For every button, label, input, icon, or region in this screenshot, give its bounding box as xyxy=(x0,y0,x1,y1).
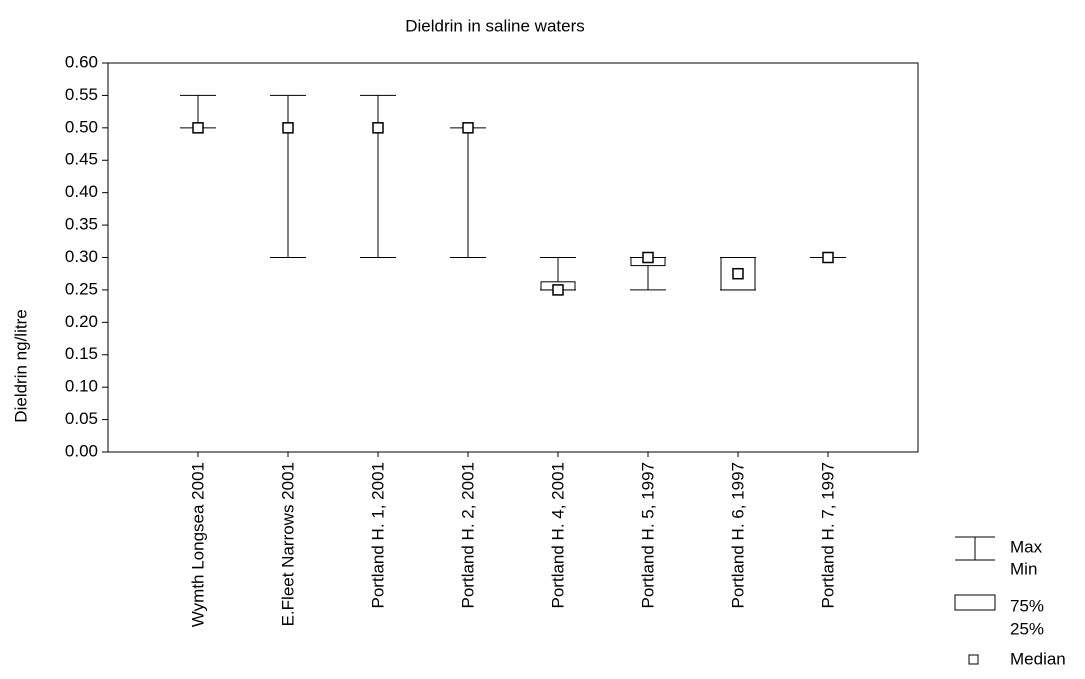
y-tick-label: 0.10 xyxy=(65,377,98,396)
legend-median xyxy=(968,654,979,665)
y-tick-label: 0.05 xyxy=(65,409,98,428)
x-tick-label: Portland H. 7, 1997 xyxy=(818,462,837,608)
legend-label: Max xyxy=(1010,537,1043,556)
median xyxy=(822,251,834,264)
y-tick-label: 0.55 xyxy=(65,85,98,104)
y-tick-label: 0.60 xyxy=(65,52,98,71)
y-tick-label: 0.30 xyxy=(65,247,98,266)
median xyxy=(192,122,204,134)
y-tick-label: 0.50 xyxy=(65,117,98,136)
x-tick-label: Portland H. 5, 1997 xyxy=(638,462,657,608)
y-tick-label: 0.00 xyxy=(65,441,98,460)
x-tick-label: E.Fleet Narrows 2001 xyxy=(278,462,297,626)
x-tick-label: Portland H. 1, 2001 xyxy=(368,462,387,608)
median xyxy=(732,267,744,280)
y-tick-label: 0.40 xyxy=(65,182,98,201)
legend-label: 25% xyxy=(1010,619,1044,638)
x-tick-label: Portland H. 2, 2001 xyxy=(458,462,477,608)
median xyxy=(642,251,654,264)
legend-label: 75% xyxy=(1010,596,1044,615)
x-tick-label: Wymth Longsea 2001 xyxy=(188,462,207,627)
x-tick-label: Portland H. 6, 1997 xyxy=(728,462,747,608)
y-tick-label: 0.45 xyxy=(65,150,98,169)
median xyxy=(462,122,474,134)
x-tick-label: Portland H. 4, 2001 xyxy=(548,462,567,608)
median xyxy=(282,122,294,134)
median xyxy=(372,122,384,134)
legend-label: Median xyxy=(1010,649,1066,668)
chart-title: Dieldrin in saline waters xyxy=(405,16,585,35)
y-tick-label: 0.15 xyxy=(65,344,98,363)
y-tick-label: 0.25 xyxy=(65,279,98,298)
y-axis-label: Dieldrin ng/litre xyxy=(11,309,30,422)
y-tick-label: 0.35 xyxy=(65,215,98,234)
median xyxy=(552,284,564,296)
y-tick-label: 0.20 xyxy=(65,312,98,331)
legend-label: Min xyxy=(1010,559,1037,578)
legend-box xyxy=(954,594,996,611)
